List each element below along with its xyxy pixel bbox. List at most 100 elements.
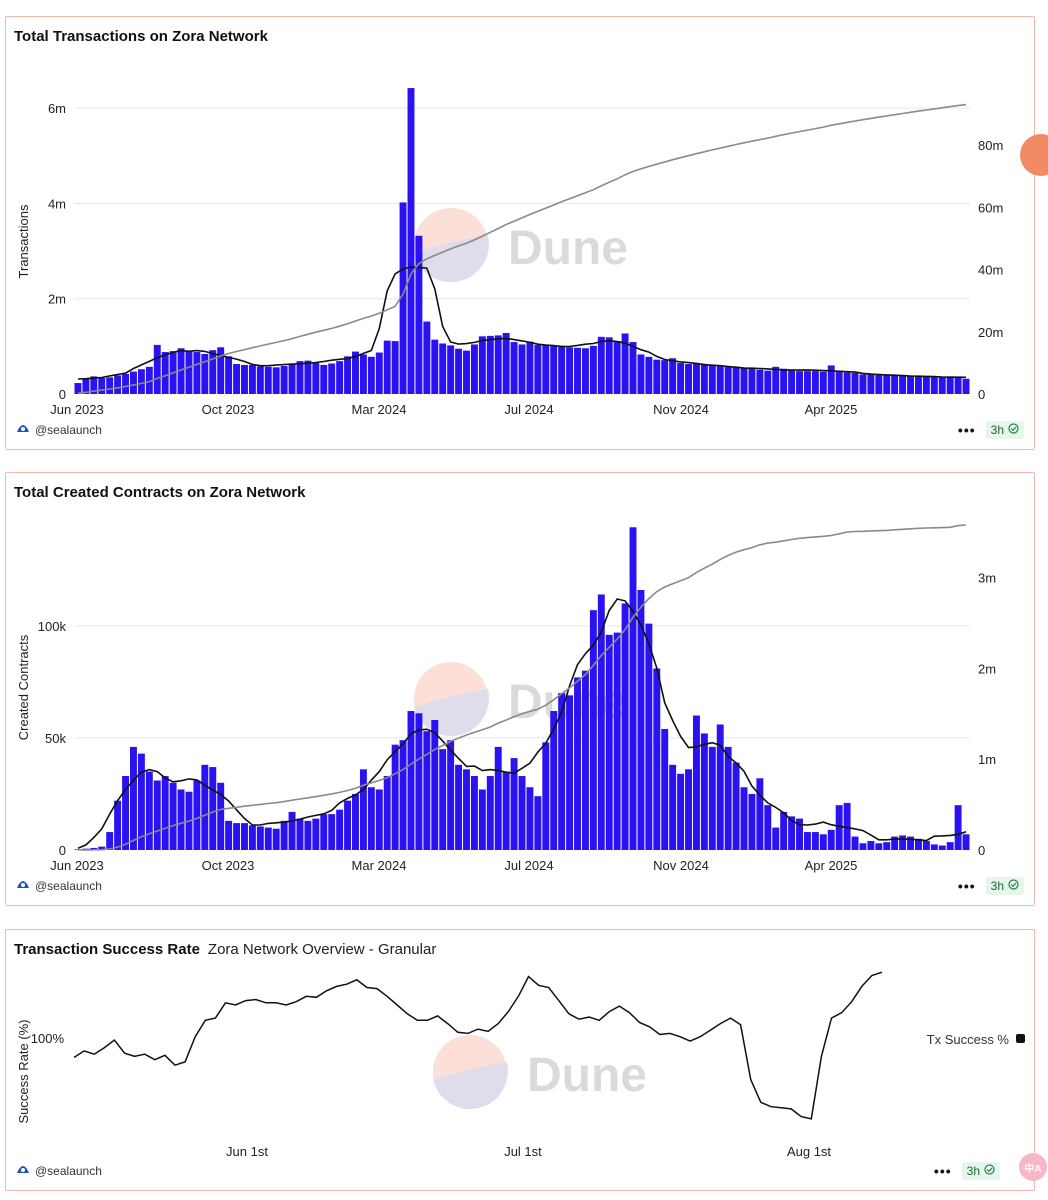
y-tick-label: 2m — [48, 292, 66, 307]
refresh-interval: 3h — [990, 423, 1004, 437]
bar — [692, 715, 700, 850]
bar — [859, 843, 867, 850]
bar — [375, 789, 383, 850]
bar — [526, 787, 534, 850]
bar — [677, 773, 685, 850]
bar — [574, 677, 581, 850]
bar — [383, 776, 391, 850]
bar — [280, 365, 288, 394]
bar — [272, 828, 280, 850]
bar — [558, 693, 566, 850]
bar — [423, 731, 431, 850]
author-link[interactable]: @sealaunch — [16, 422, 102, 437]
y2-tick-label: 60m — [978, 200, 1003, 215]
watermark-logo-shade — [414, 235, 490, 283]
author-link[interactable]: @sealaunch — [16, 1163, 102, 1178]
bar — [153, 780, 161, 850]
bar — [819, 834, 827, 850]
bar — [518, 776, 526, 850]
bar — [217, 782, 225, 850]
side-widget-button[interactable] — [1020, 134, 1048, 176]
bar — [772, 827, 780, 850]
bar — [669, 764, 677, 850]
translate-icon[interactable]: 中A — [1019, 1153, 1047, 1181]
bar — [272, 367, 280, 394]
bar — [526, 341, 534, 394]
bar — [788, 816, 796, 850]
bar — [431, 720, 439, 850]
bar — [851, 373, 859, 394]
bar — [241, 364, 248, 394]
x-tick-label: Jun 1st — [226, 1144, 268, 1159]
watermark-logo-shade — [433, 1062, 509, 1110]
bar — [605, 634, 613, 850]
bar — [233, 823, 241, 850]
refresh-interval: 3h — [990, 879, 1004, 893]
bar — [256, 366, 264, 394]
y2-tick-label: 0 — [978, 843, 985, 858]
bar — [677, 363, 685, 394]
bar — [288, 363, 296, 394]
more-options-icon[interactable]: ••• — [957, 878, 976, 894]
bar — [764, 805, 772, 850]
bar — [352, 793, 359, 850]
bar — [320, 814, 328, 850]
bar — [843, 802, 851, 850]
bar — [637, 354, 645, 394]
bar — [550, 711, 558, 850]
bar — [899, 835, 907, 850]
bar — [130, 746, 137, 850]
more-options-icon[interactable]: ••• — [957, 422, 976, 438]
refresh-badge[interactable]: 3h — [985, 877, 1024, 895]
x-tick-label: Jul 1st — [504, 1144, 542, 1159]
bar — [581, 348, 589, 394]
bar — [597, 336, 605, 394]
bar — [661, 360, 669, 394]
chart-title: Total Transactions on Zora Network — [14, 28, 268, 45]
bar — [772, 366, 780, 394]
transactions-chart: 0 2m 4m 6m 0 20m 40m 60m 80m Transactions Dune Jun … — [16, 88, 1003, 417]
bar — [827, 365, 835, 394]
bar — [534, 344, 542, 394]
refresh-badge[interactable]: 3h — [961, 1162, 1000, 1180]
bar — [907, 836, 914, 850]
bar — [930, 376, 938, 394]
x-tick-label: Apr 2025 — [805, 402, 858, 417]
bar — [621, 333, 629, 394]
bar — [304, 820, 312, 850]
y-tick-label: 50k — [45, 731, 66, 746]
y-axis-label: Transactions — [16, 204, 31, 278]
author-link[interactable]: @sealaunch — [16, 878, 102, 893]
transactions-panel: Total Transactions on Zora Network 0 2m 4m… — [5, 16, 1048, 450]
bar — [756, 778, 764, 850]
bar — [780, 811, 788, 850]
bar — [589, 610, 597, 850]
bar — [336, 361, 344, 394]
bar — [788, 370, 796, 394]
bar — [875, 843, 883, 850]
bar — [645, 623, 653, 850]
more-options-icon[interactable]: ••• — [933, 1163, 952, 1179]
bar — [716, 724, 724, 850]
refresh-badge[interactable]: 3h — [985, 421, 1024, 439]
y2-tick-label: 40m — [978, 263, 1003, 278]
bar — [700, 733, 708, 850]
bar — [447, 740, 455, 850]
bar — [391, 341, 399, 394]
bar — [169, 782, 177, 850]
bar — [352, 351, 359, 394]
bar — [835, 370, 843, 394]
bar — [177, 789, 185, 850]
bar — [550, 345, 558, 394]
bar — [629, 342, 637, 394]
bar — [470, 344, 478, 394]
y2-tick-label: 80m — [978, 138, 1003, 153]
bar — [98, 846, 106, 850]
bar — [241, 823, 248, 850]
bar — [130, 371, 137, 394]
bar — [280, 820, 288, 850]
bar — [661, 728, 669, 850]
bar — [439, 343, 447, 394]
bar — [558, 345, 566, 394]
x-tick-label: Jul 2024 — [504, 402, 553, 417]
